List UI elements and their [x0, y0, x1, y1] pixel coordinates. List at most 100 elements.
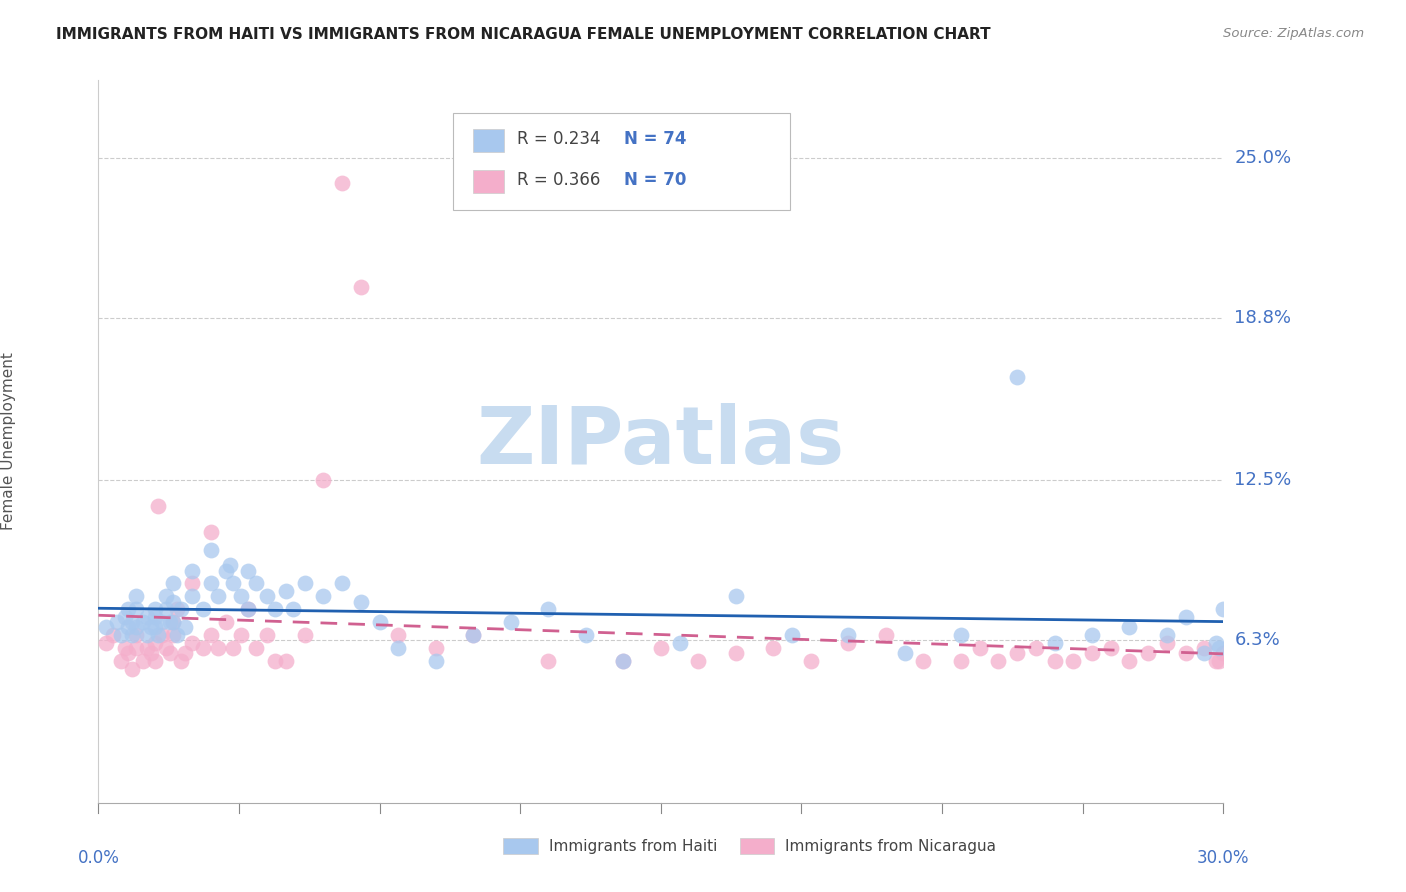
Point: [987, 654, 1010, 668]
Point: [139, 646, 162, 660]
Point: [238, 602, 260, 616]
Point: [274, 584, 297, 599]
Point: [162, 594, 184, 608]
Point: [155, 640, 177, 655]
Point: [274, 654, 297, 668]
Point: [949, 654, 972, 668]
Point: [350, 594, 373, 608]
Point: [1156, 628, 1178, 642]
Point: [969, 640, 991, 655]
Point: [200, 524, 222, 539]
Point: [1025, 640, 1047, 655]
Point: [425, 654, 447, 668]
Point: [193, 602, 215, 616]
Point: [215, 615, 238, 630]
Point: [537, 602, 560, 616]
Point: [499, 615, 522, 630]
Point: [350, 279, 373, 293]
Text: ZIPatlas: ZIPatlas: [477, 402, 845, 481]
Point: [132, 654, 155, 668]
Point: [283, 602, 305, 616]
Point: [229, 590, 252, 604]
Point: [143, 654, 166, 668]
Point: [162, 576, 184, 591]
Point: [387, 640, 409, 655]
Text: 18.8%: 18.8%: [1234, 309, 1292, 326]
Point: [312, 473, 335, 487]
Point: [949, 628, 972, 642]
Point: [724, 646, 747, 660]
Point: [121, 615, 143, 630]
Point: [94, 620, 117, 634]
Point: [368, 615, 391, 630]
Point: [181, 564, 204, 578]
Point: [1208, 640, 1230, 655]
Text: 0.0%: 0.0%: [77, 849, 120, 867]
Point: [215, 564, 238, 578]
FancyBboxPatch shape: [453, 112, 790, 211]
Point: [114, 610, 136, 624]
Point: [650, 640, 672, 655]
Point: [263, 654, 285, 668]
Point: [121, 628, 143, 642]
Point: [612, 654, 634, 668]
Point: [238, 602, 260, 616]
Point: [103, 628, 125, 642]
Point: [537, 654, 560, 668]
Point: [162, 615, 184, 630]
Point: [132, 615, 155, 630]
Point: [668, 636, 690, 650]
Text: 30.0%: 30.0%: [1197, 849, 1250, 867]
Point: [875, 628, 897, 642]
Text: N = 74: N = 74: [624, 130, 686, 148]
Point: [148, 499, 170, 513]
Point: [1212, 646, 1234, 660]
Point: [94, 636, 117, 650]
Text: Source: ZipAtlas.com: Source: ZipAtlas.com: [1223, 27, 1364, 40]
Point: [170, 602, 193, 616]
Point: [387, 628, 409, 642]
Text: 25.0%: 25.0%: [1234, 149, 1292, 167]
Point: [148, 628, 170, 642]
Point: [125, 620, 148, 634]
Point: [1118, 620, 1140, 634]
Point: [121, 662, 143, 676]
Point: [912, 654, 935, 668]
Point: [143, 602, 166, 616]
Point: [1194, 640, 1216, 655]
FancyBboxPatch shape: [472, 128, 503, 152]
Point: [1156, 636, 1178, 650]
Point: [1137, 646, 1160, 660]
Point: [136, 610, 159, 624]
Point: [330, 177, 353, 191]
Point: [200, 542, 222, 557]
Point: [762, 640, 785, 655]
Point: [425, 640, 447, 655]
Point: [222, 640, 245, 655]
Text: N = 70: N = 70: [624, 171, 686, 189]
Point: [173, 620, 195, 634]
Point: [181, 636, 204, 650]
Text: R = 0.366: R = 0.366: [517, 171, 600, 189]
Point: [1194, 646, 1216, 660]
Point: [1205, 654, 1227, 668]
Point: [893, 646, 915, 660]
Text: 6.3%: 6.3%: [1234, 632, 1281, 649]
Text: R = 0.234: R = 0.234: [517, 130, 600, 148]
Text: 12.5%: 12.5%: [1234, 471, 1292, 489]
Point: [263, 602, 285, 616]
Point: [229, 628, 252, 642]
Point: [312, 590, 335, 604]
Point: [143, 620, 166, 634]
Point: [105, 615, 128, 630]
Point: [1005, 370, 1028, 384]
Point: [1212, 602, 1234, 616]
Point: [200, 628, 222, 642]
Point: [1081, 628, 1104, 642]
Point: [193, 640, 215, 655]
Point: [688, 654, 710, 668]
Point: [125, 590, 148, 604]
FancyBboxPatch shape: [740, 838, 775, 855]
Point: [114, 640, 136, 655]
Point: [800, 654, 823, 668]
